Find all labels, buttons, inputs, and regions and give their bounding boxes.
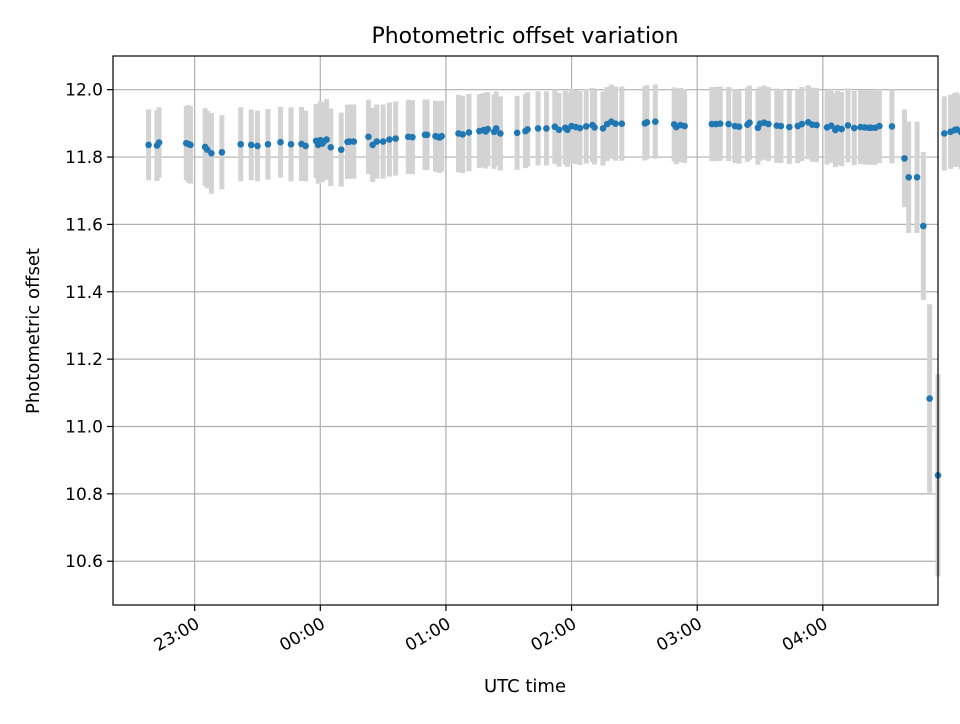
data-point bbox=[145, 141, 152, 149]
data-point bbox=[901, 155, 908, 162]
chart-title: Photometric offset variation bbox=[371, 24, 678, 49]
data-point bbox=[208, 150, 215, 157]
data-point bbox=[813, 121, 820, 129]
data-point bbox=[497, 130, 504, 137]
y-tick-label: 11.6 bbox=[65, 215, 103, 235]
data-point bbox=[187, 141, 194, 149]
data-point bbox=[777, 122, 785, 130]
data-point bbox=[365, 133, 372, 141]
data-point bbox=[905, 173, 912, 181]
data-point bbox=[386, 136, 393, 143]
data-point bbox=[838, 125, 845, 133]
data-point bbox=[373, 138, 381, 145]
y-tick-label: 11.0 bbox=[65, 417, 103, 437]
data-point bbox=[438, 132, 446, 140]
data-point bbox=[264, 140, 272, 148]
data-point bbox=[746, 119, 753, 126]
data-point bbox=[926, 395, 933, 402]
data-point bbox=[350, 138, 358, 145]
y-tick-label: 12.0 bbox=[65, 81, 103, 101]
data-point bbox=[337, 146, 345, 153]
plot-frame bbox=[112, 55, 939, 606]
data-point bbox=[957, 128, 960, 136]
data-point bbox=[543, 125, 550, 132]
data-point bbox=[599, 125, 607, 132]
data-point bbox=[844, 122, 852, 129]
data-point bbox=[327, 143, 335, 151]
data-point bbox=[591, 124, 598, 131]
data-point bbox=[155, 139, 163, 146]
data-point bbox=[920, 222, 927, 230]
data-point bbox=[798, 120, 806, 128]
data-point bbox=[379, 138, 387, 145]
data-point bbox=[612, 120, 619, 127]
data-point bbox=[465, 129, 473, 136]
data-point bbox=[484, 125, 492, 133]
y-tick-label: 11.4 bbox=[65, 283, 103, 303]
x-axis-label: UTC time bbox=[484, 676, 566, 697]
data-point bbox=[302, 142, 309, 150]
data-point bbox=[765, 120, 772, 128]
data-point bbox=[876, 122, 883, 130]
data-point bbox=[287, 140, 295, 148]
data-point bbox=[827, 122, 835, 130]
data-point bbox=[254, 142, 261, 150]
data-point bbox=[524, 126, 531, 133]
data-point bbox=[459, 131, 466, 138]
data-point bbox=[513, 129, 521, 137]
y-tick-label: 10.8 bbox=[65, 485, 103, 505]
data-point bbox=[576, 124, 584, 132]
data-point bbox=[786, 123, 793, 131]
y-tick-label: 10.6 bbox=[65, 552, 103, 572]
data-point bbox=[277, 138, 284, 146]
data-point bbox=[492, 125, 500, 132]
data-point bbox=[652, 118, 659, 125]
data-point bbox=[940, 130, 948, 137]
data-point bbox=[534, 125, 542, 132]
data-point bbox=[409, 133, 416, 141]
data-point bbox=[716, 120, 724, 127]
data-points bbox=[145, 118, 960, 479]
data-point bbox=[237, 140, 245, 148]
data-point bbox=[735, 123, 743, 131]
data-point bbox=[618, 120, 626, 127]
data-point bbox=[681, 122, 688, 130]
data-point bbox=[888, 123, 896, 130]
data-point bbox=[913, 173, 921, 181]
data-point bbox=[725, 120, 732, 128]
data-point bbox=[423, 131, 431, 139]
y-tick-label: 11.8 bbox=[65, 148, 103, 168]
y-axis-label: Photometric offset bbox=[23, 248, 44, 414]
y-tick-label: 11.2 bbox=[65, 350, 103, 370]
data-point bbox=[850, 124, 858, 132]
data-point bbox=[643, 119, 651, 126]
data-point bbox=[247, 141, 255, 149]
y-axis-ticks: 10.6 10.8 11.0 11.2 11.4 11.6 11.8 12.0 bbox=[65, 81, 113, 572]
grid bbox=[113, 56, 938, 605]
data-point bbox=[218, 149, 226, 156]
data-point bbox=[582, 123, 590, 130]
data-point bbox=[392, 135, 399, 142]
data-point bbox=[323, 136, 330, 143]
data-point bbox=[555, 126, 563, 134]
